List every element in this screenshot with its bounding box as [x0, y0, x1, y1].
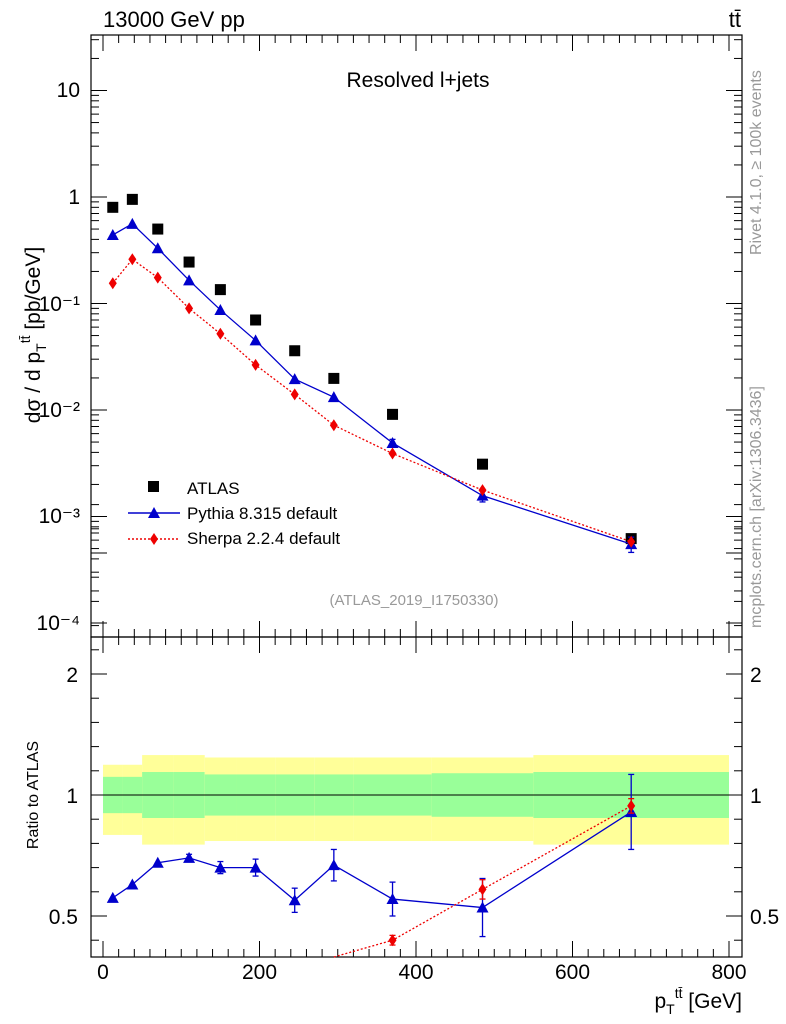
ratio-point-triangle: [249, 861, 262, 873]
data-point-triangle: [327, 391, 340, 403]
x-tick-label: 0: [97, 961, 109, 984]
data-point-square: [250, 314, 262, 326]
legend-marker-atlas: [148, 481, 159, 492]
y-tick-label: 10⁻³: [39, 505, 80, 528]
x-tick-label: 200: [242, 961, 277, 984]
data-point-triangle: [183, 274, 196, 286]
data-point-square: [107, 201, 119, 213]
ratio-point-triangle: [327, 859, 340, 871]
x-axis-label: pTtt̄ [GeV]: [654, 985, 742, 1017]
ratio-y-tick-left-2: 2: [66, 664, 78, 687]
rivet-version-label: Rivet 4.1.0, ≥ 100k events: [748, 70, 765, 255]
ratio-point-triangle: [183, 851, 196, 863]
ratio-point-diamond: [478, 883, 487, 896]
data-point-diamond: [290, 388, 299, 401]
main-y-axis-label: dσ / d pTtt̄ [pb/GeV]: [17, 247, 49, 423]
ratio-point-triangle: [476, 901, 489, 913]
y-tick-label: 10⁻¹: [39, 293, 80, 316]
ratio-y-axis-label: Ratio to ATLAS: [25, 741, 42, 849]
y-tick-label: 1: [68, 186, 80, 209]
mcplots-label: mcplots.cern.ch [arXiv:1306.3436]: [748, 386, 765, 628]
data-point-square: [328, 372, 340, 384]
x-tick-labels: 0 200 400 600 800: [97, 961, 746, 984]
y-tick-label: 10: [57, 79, 80, 102]
ratio-point-triangle: [106, 891, 119, 903]
data-point-diamond: [216, 327, 225, 340]
data-point-diamond: [128, 253, 137, 266]
ratio-point-triangle: [288, 894, 301, 906]
legend-marker-sherpa: [150, 533, 158, 545]
ratio-point-triangle: [126, 878, 139, 890]
data-point-diamond: [627, 535, 636, 548]
ratio-point-diamond: [388, 934, 397, 947]
data-point-triangle: [288, 373, 301, 385]
data-point-square: [214, 284, 226, 296]
data-point-triangle: [386, 436, 399, 448]
x-tick-label: 600: [555, 961, 590, 984]
process-label: tt̄: [729, 7, 741, 32]
ratio-y-tick-right-05: 0.5: [750, 906, 779, 929]
x-tick-label: 800: [711, 961, 746, 984]
data-point-triangle: [106, 228, 119, 240]
data-point-square: [126, 193, 138, 205]
data-point-square: [152, 223, 164, 235]
chart-title: Resolved l+jets: [347, 69, 490, 92]
y-tick-label: 10⁻²: [39, 399, 80, 422]
data-point-diamond: [329, 419, 338, 432]
ratio-y-tick-left-1: 1: [66, 785, 78, 808]
legend-label-pythia: Pythia 8.315 default: [187, 504, 338, 523]
data-point-diamond: [108, 277, 117, 290]
data-point-triangle: [249, 334, 262, 346]
data-point-square: [183, 256, 195, 268]
ratio-point-triangle: [214, 861, 227, 873]
x-tick-label: 400: [398, 961, 433, 984]
energy-label: 13000 GeV pp: [103, 7, 245, 32]
ratio-data-marks: [106, 773, 638, 958]
ratio-y-tick-left-05: 0.5: [49, 906, 78, 929]
series-line-2: [112, 258, 632, 543]
legend: ATLAS Pythia 8.315 default Sherpa 2.2.4 …: [128, 479, 340, 548]
ratio-line-1: [333, 805, 632, 958]
data-point-square: [387, 408, 399, 420]
data-point-triangle: [126, 217, 139, 229]
legend-label-sherpa: Sherpa 2.2.4 default: [187, 529, 340, 548]
main-y-tick-labels: 10 1 10⁻¹ 10⁻² 10⁻³ 10⁻⁴: [37, 79, 80, 635]
ratio-y-tick-labels: 2 1 0.5 2 1 0.5: [49, 664, 779, 929]
data-point-triangle: [214, 303, 227, 315]
ratio-axis-ticks: [91, 504, 742, 957]
ratio-point-triangle: [151, 856, 164, 868]
ratio-uncertainty-bands: [103, 755, 729, 845]
ratio-y-tick-right-2: 2: [750, 664, 762, 687]
y-tick-label: 10⁻⁴: [37, 612, 80, 635]
legend-marker-pythia: [148, 507, 160, 518]
ratio-point-triangle: [386, 893, 399, 905]
data-point-square: [289, 345, 301, 357]
analysis-tag: (ATLAS_2019_I1750330): [329, 592, 498, 609]
ratio-point-diamond: [627, 799, 636, 812]
data-point-diamond: [185, 302, 194, 315]
data-point-triangle: [151, 242, 164, 254]
ratio-y-tick-right-1: 1: [750, 785, 762, 808]
data-point-diamond: [153, 271, 162, 284]
main-data-marks: [106, 193, 638, 554]
data-point-square: [477, 458, 489, 470]
main-axis-ticks: [91, 35, 742, 637]
data-point-diamond: [251, 358, 260, 371]
legend-label-atlas: ATLAS: [187, 479, 240, 498]
data-point-diamond: [478, 484, 487, 497]
data-point-diamond: [388, 447, 397, 460]
